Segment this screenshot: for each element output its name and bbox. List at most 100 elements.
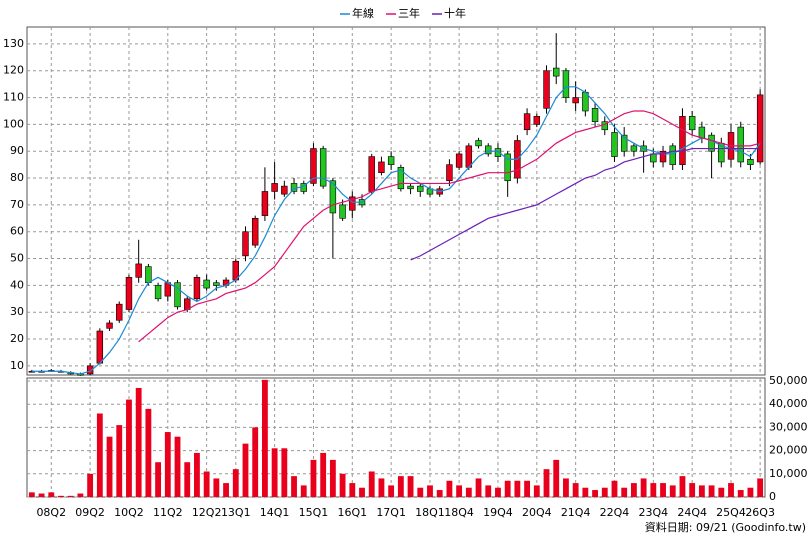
volume-bar — [38, 493, 45, 497]
volume-bar — [543, 469, 550, 497]
x-tick-label: 10Q2 — [114, 506, 144, 519]
volume-bar — [116, 425, 123, 497]
candle-body — [281, 185, 288, 195]
volume-bar — [465, 487, 472, 497]
candle-body — [669, 145, 676, 165]
volume-bar — [427, 485, 433, 497]
candle-body — [349, 196, 356, 211]
y-tick-label: 110 — [3, 91, 24, 104]
volume-bar — [495, 487, 501, 497]
y-tick-label: 90 — [10, 144, 24, 157]
candle-body — [397, 167, 405, 190]
ma-line — [31, 86, 761, 375]
candle-body — [620, 134, 628, 152]
candle-body — [203, 279, 210, 289]
volume-bar — [514, 480, 521, 497]
candle-body — [485, 145, 492, 155]
y-tick-label: 120 — [3, 64, 24, 77]
source-note: 資料日期: 09/21 (Goodinfo.tw) — [645, 520, 806, 534]
y-tick-label: 30 — [10, 305, 24, 318]
volume-bar — [291, 476, 297, 497]
candle-body — [193, 277, 201, 300]
candle-body — [553, 67, 560, 77]
volume-bar — [155, 462, 162, 497]
y-tick-label: 100 — [3, 117, 24, 130]
volume-bar — [368, 471, 375, 497]
candle-body — [319, 148, 327, 187]
candle-body — [475, 140, 482, 147]
volume-bar — [533, 485, 540, 497]
x-tick-label: 16Q1 — [337, 506, 367, 519]
x-tick-label: 08Q2 — [36, 506, 66, 519]
volume-tick-label: 20,000 — [769, 444, 808, 457]
candle-body — [698, 126, 706, 139]
volume-bar — [329, 459, 336, 497]
volume-bar — [145, 408, 152, 497]
candle-body — [543, 70, 550, 109]
volume-bar — [174, 436, 181, 497]
legend-label: 三年 — [398, 6, 420, 20]
candle-body — [659, 150, 667, 163]
candle-body — [504, 153, 511, 182]
volume-bar — [640, 478, 647, 497]
volume-bar — [436, 490, 443, 497]
candle-body — [688, 116, 696, 131]
volume-bar — [67, 495, 74, 497]
candle-body — [562, 70, 570, 98]
volume-bar — [184, 462, 191, 497]
x-tick-label: 11Q2 — [153, 506, 183, 519]
x-tick-label: 24Q4 — [677, 506, 707, 519]
volume-tick-label: 10,000 — [769, 467, 808, 480]
volume-bar — [417, 487, 424, 497]
candle-body — [650, 153, 657, 163]
candle-body — [329, 180, 337, 214]
candle-body — [446, 164, 453, 182]
candle-body — [261, 191, 269, 216]
volume-bar — [77, 493, 84, 497]
ma-line — [410, 147, 761, 261]
volume-bar — [388, 485, 395, 497]
volume-bar — [601, 487, 608, 497]
candle-body — [213, 282, 220, 286]
volume-bar — [339, 473, 346, 497]
volume-bar — [349, 483, 356, 497]
volume-bar — [485, 485, 492, 497]
candle-body — [679, 116, 686, 165]
volume-bar — [630, 483, 637, 497]
candle-body — [339, 204, 346, 219]
candle-body — [135, 263, 142, 278]
y-tick-label: 10 — [10, 359, 24, 372]
y-tick-label: 70 — [10, 198, 24, 211]
volume-bar — [611, 480, 618, 497]
volume-bar — [475, 478, 482, 497]
candle-body — [368, 156, 375, 192]
volume-bar — [242, 443, 249, 497]
volume-bar — [698, 485, 705, 497]
candle-body — [242, 231, 249, 257]
x-tick-label: 19Q4 — [483, 506, 513, 519]
x-tick-label: 15Q1 — [299, 506, 329, 519]
candle-body — [378, 161, 385, 173]
candle-body — [154, 285, 162, 300]
x-tick-label: 25Q4 — [716, 506, 746, 519]
volume-bar — [553, 459, 560, 497]
candle-body — [747, 158, 754, 165]
volume-bar — [708, 485, 715, 497]
volume-tick-label: 0 — [769, 490, 776, 503]
volume-bar — [310, 459, 317, 497]
candle-body — [251, 218, 259, 246]
volume-bar — [504, 480, 511, 497]
candle-body — [455, 153, 463, 168]
legend-label: 年線 — [352, 6, 374, 20]
volume-bar — [126, 399, 132, 497]
legend-label: 十年 — [444, 6, 466, 20]
candle-body — [417, 185, 424, 192]
volume-bar — [689, 483, 696, 497]
candle-body — [737, 126, 744, 163]
volume-bar — [669, 485, 676, 497]
volume-bar — [679, 476, 686, 497]
volume-bar — [252, 427, 259, 497]
volume-bar — [58, 495, 64, 497]
volume-bar — [378, 478, 385, 497]
